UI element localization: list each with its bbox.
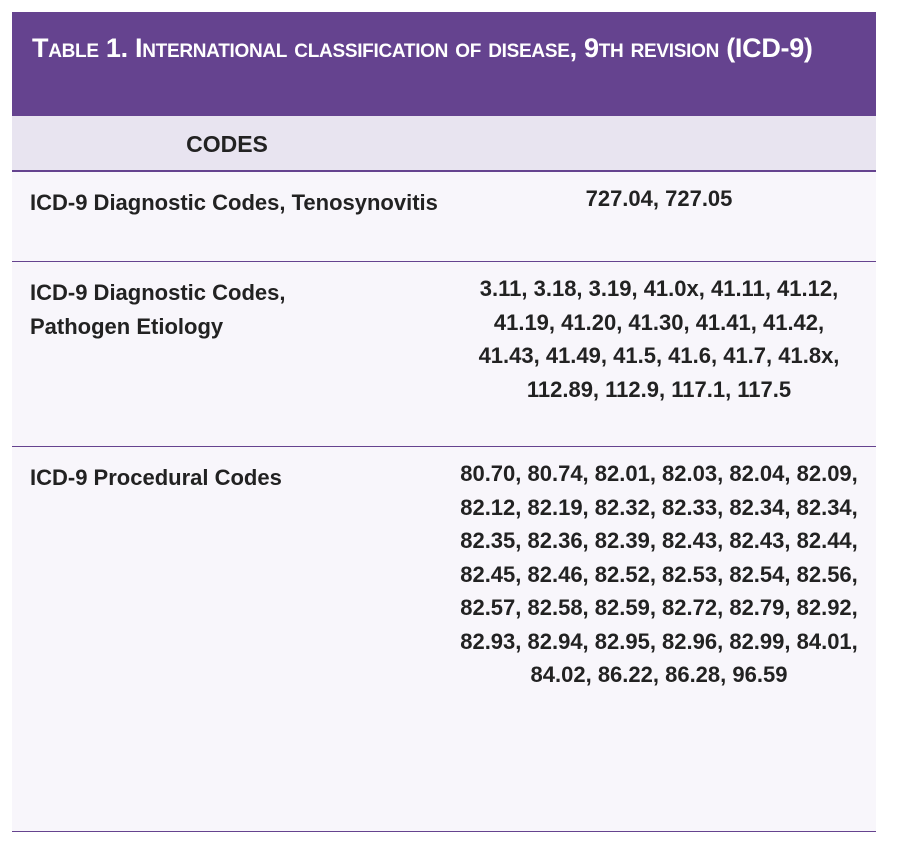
table-row: ICD-9 Diagnostic Codes, Tenosynovitis 72… [12,172,876,262]
table-title: Table 1. International classification of… [12,12,876,116]
icd9-table: Table 1. International classification of… [12,12,876,832]
row-codes: 727.04, 727.05 [585,186,733,211]
row-label: ICD-9 Diagnostic Codes, Tenosynovitis [30,190,438,215]
table-row: ICD-9 Procedural Codes 80.70, 80.74, 82.… [12,447,876,832]
table-header-row: CODES [12,116,876,172]
row-label: ICD-9 Diagnostic Codes, Pathogen Etiolog… [30,280,286,339]
row-label: ICD-9 Procedural Codes [30,465,282,490]
row-codes: 3.11, 3.18, 3.19, 41.0x, 41.11, 41.12, 4… [478,276,840,402]
header-codes: CODES [186,131,268,157]
row-codes: 80.70, 80.74, 82.01, 82.03, 82.04, 82.09… [460,461,858,687]
table-row: ICD-9 Diagnostic Codes, Pathogen Etiolog… [12,262,876,447]
